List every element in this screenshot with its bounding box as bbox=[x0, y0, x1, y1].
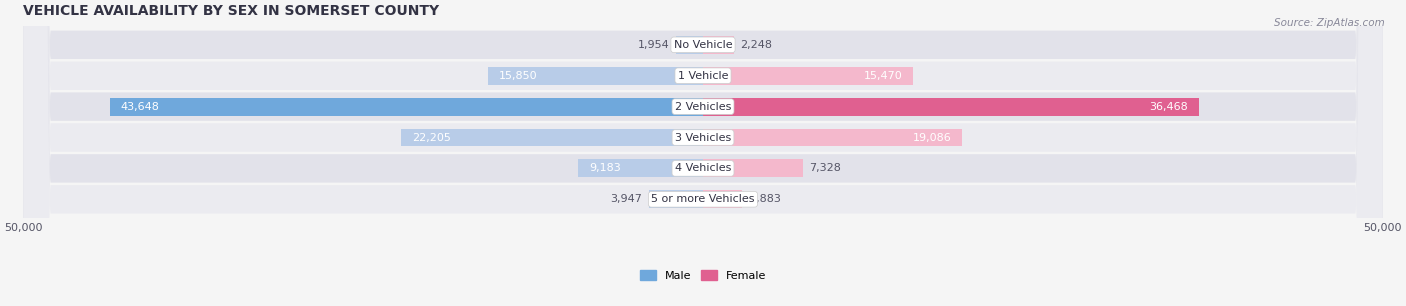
Text: No Vehicle: No Vehicle bbox=[673, 40, 733, 50]
Text: 19,086: 19,086 bbox=[912, 132, 952, 143]
FancyBboxPatch shape bbox=[24, 0, 1382, 306]
Text: 36,468: 36,468 bbox=[1149, 102, 1188, 112]
Bar bbox=[401, 129, 703, 147]
Text: 43,648: 43,648 bbox=[121, 102, 159, 112]
Legend: Male, Female: Male, Female bbox=[636, 265, 770, 285]
Text: 9,183: 9,183 bbox=[589, 163, 621, 174]
Text: 1,954: 1,954 bbox=[638, 40, 669, 50]
Text: 7,328: 7,328 bbox=[810, 163, 841, 174]
Bar bbox=[703, 36, 734, 54]
Text: 5 or more Vehicles: 5 or more Vehicles bbox=[651, 194, 755, 204]
Bar bbox=[703, 190, 742, 208]
Text: 2 Vehicles: 2 Vehicles bbox=[675, 102, 731, 112]
Text: 3 Vehicles: 3 Vehicles bbox=[675, 132, 731, 143]
Bar bbox=[703, 129, 963, 147]
FancyBboxPatch shape bbox=[24, 0, 1382, 306]
Text: 15,850: 15,850 bbox=[499, 71, 537, 81]
Bar bbox=[676, 36, 703, 54]
FancyBboxPatch shape bbox=[24, 0, 1382, 306]
Text: 3,947: 3,947 bbox=[610, 194, 643, 204]
Bar bbox=[578, 159, 703, 177]
Bar bbox=[110, 98, 703, 116]
Text: 1 Vehicle: 1 Vehicle bbox=[678, 71, 728, 81]
FancyBboxPatch shape bbox=[24, 0, 1382, 306]
Bar bbox=[703, 67, 914, 85]
Text: 2,248: 2,248 bbox=[741, 40, 772, 50]
Text: VEHICLE AVAILABILITY BY SEX IN SOMERSET COUNTY: VEHICLE AVAILABILITY BY SEX IN SOMERSET … bbox=[24, 4, 440, 18]
Text: 2,883: 2,883 bbox=[749, 194, 780, 204]
Bar bbox=[703, 159, 803, 177]
FancyBboxPatch shape bbox=[24, 0, 1382, 306]
Text: 22,205: 22,205 bbox=[412, 132, 451, 143]
Text: 4 Vehicles: 4 Vehicles bbox=[675, 163, 731, 174]
Text: 15,470: 15,470 bbox=[863, 71, 903, 81]
Bar bbox=[488, 67, 703, 85]
Bar bbox=[650, 190, 703, 208]
FancyBboxPatch shape bbox=[24, 0, 1382, 306]
Text: Source: ZipAtlas.com: Source: ZipAtlas.com bbox=[1274, 18, 1385, 28]
Bar bbox=[703, 98, 1199, 116]
